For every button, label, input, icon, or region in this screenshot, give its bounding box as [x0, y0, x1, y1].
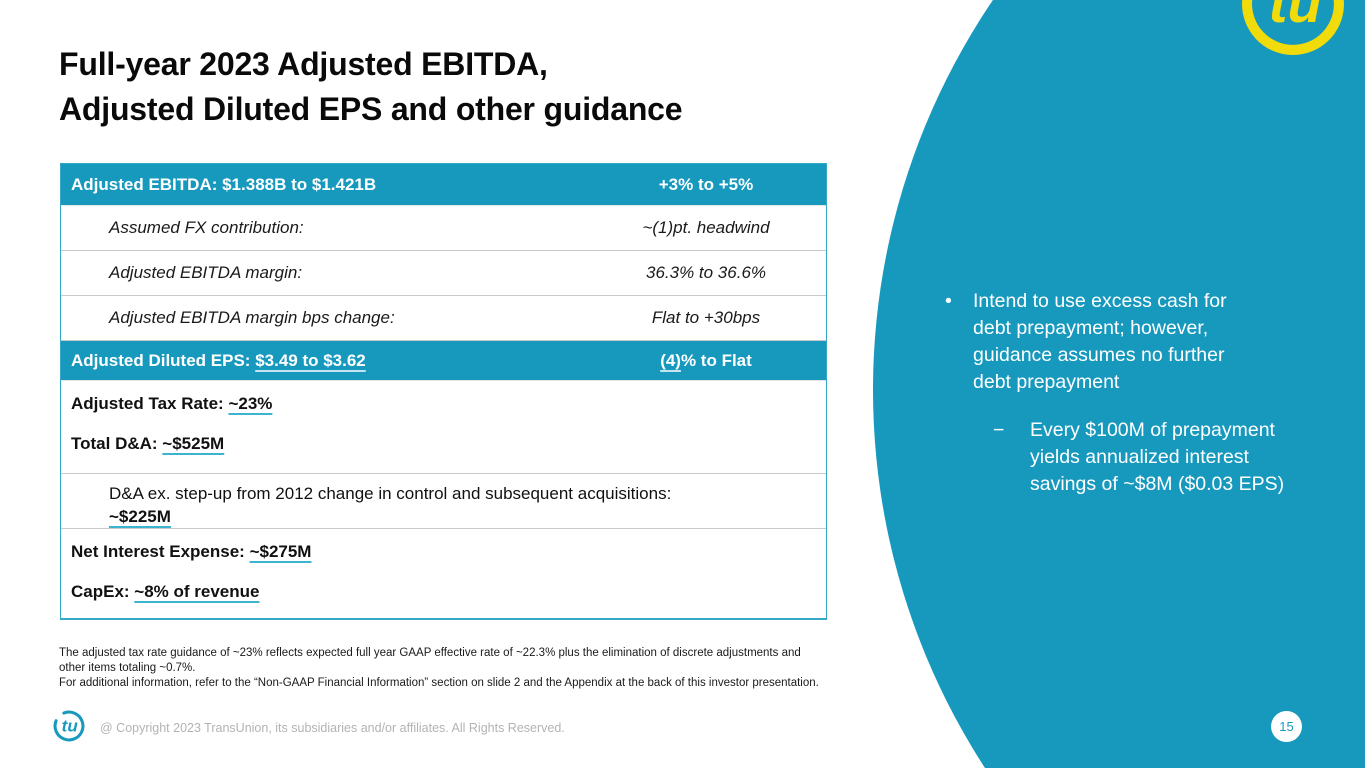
capex-value: ~8% of revenue — [134, 582, 260, 601]
eps-value-rest: % to Flat — [680, 350, 752, 370]
fx-label: Assumed FX contribution: — [109, 218, 304, 237]
tax-dna-cell: Adjusted Tax Rate: ~23% Total D&A: ~$525… — [61, 381, 826, 473]
footer-transunion-logo-icon: tu — [53, 710, 85, 742]
teal-circle-background — [873, 0, 1365, 768]
total-dna-label: Total D&A: — [71, 434, 163, 453]
copyright-text: @ Copyright 2023 TransUnion, its subsidi… — [100, 721, 565, 735]
sub-bullet-text: Every $100M of prepayment yields annuali… — [1030, 419, 1285, 495]
table-row-dna-stepup: D&A ex. step-up from 2012 change in cont… — [61, 474, 826, 529]
eps-header-value: (4) % to Flat — [586, 341, 826, 380]
page-number-badge: 15 — [1271, 711, 1302, 742]
transunion-logo-icon: tu — [1242, 0, 1344, 55]
dna-stepup-value: ~$225M — [109, 507, 171, 526]
eps-header-label: Adjusted Diluted EPS: $3.49 to $3.62 — [61, 341, 586, 380]
bullet-item-prepayment: • Intend to use excess cash for debt pre… — [945, 288, 1297, 396]
interest-capex-cell: Net Interest Expense: ~$275M CapEx: ~8% … — [61, 529, 826, 618]
sub-bullet-marker: − — [993, 419, 1005, 441]
table-row-fx: Assumed FX contribution: ~(1)pt. headwin… — [61, 206, 826, 251]
page-title-line2: Adjusted Diluted EPS and other guidance — [59, 91, 683, 127]
guidance-table: Adjusted EBITDA: $1.388B to $1.421B +3% … — [60, 163, 827, 620]
net-interest-value: ~$275M — [249, 542, 312, 561]
page-number: 15 — [1279, 719, 1294, 734]
margin-label: Adjusted EBITDA margin: — [109, 263, 303, 282]
footnote-line1: The adjusted tax rate guidance of ~23% r… — [59, 647, 801, 659]
bullet-text: Intend to use excess cash for debt prepa… — [973, 290, 1227, 393]
dna-stepup-cell: D&A ex. step-up from 2012 change in cont… — [61, 474, 826, 528]
footnotes: The adjusted tax rate guidance of ~23% r… — [59, 646, 919, 691]
bps-label: Adjusted EBITDA margin bps change: — [109, 308, 395, 327]
capex-label: CapEx: — [71, 582, 135, 601]
dna-stepup-label: D&A ex. step-up from 2012 change in cont… — [109, 484, 672, 503]
table-row-eps-header: Adjusted Diluted EPS: $3.49 to $3.62 (4)… — [61, 341, 826, 381]
eps-label-prefix: Adjusted Diluted EPS: — [71, 350, 256, 370]
page-title-line1: Full-year 2023 Adjusted EBITDA, — [59, 46, 548, 82]
net-interest-label: Net Interest Expense: — [71, 542, 250, 561]
total-dna-line: Total D&A: ~$525M — [71, 434, 826, 454]
eps-label-range: $3.49 to $3.62 — [255, 350, 366, 370]
bullet-marker: • — [945, 290, 952, 312]
tax-rate-label: Adjusted Tax Rate: — [71, 394, 229, 413]
table-row-tax-dna: Adjusted Tax Rate: ~23% Total D&A: ~$525… — [61, 381, 826, 474]
sub-bullet-item-savings: − Every $100M of prepayment yields annua… — [993, 417, 1297, 498]
total-dna-value: ~$525M — [162, 434, 225, 453]
bps-value: Flat to +30bps — [651, 308, 761, 327]
page-title: Full-year 2023 Adjusted EBITDA, Adjusted… — [59, 42, 683, 132]
footnote-line2: other items totaling ~0.7%. — [59, 662, 196, 674]
table-row-bps: Adjusted EBITDA margin bps change: Flat … — [61, 296, 826, 341]
margin-value: 36.3% to 36.6% — [645, 263, 767, 282]
fx-value: ~(1)pt. headwind — [642, 218, 770, 237]
eps-value-pct: (4) — [660, 350, 681, 370]
logo-text: tu — [1269, 0, 1322, 34]
tax-rate-line: Adjusted Tax Rate: ~23% — [71, 394, 826, 414]
footnote-line3: For additional information, refer to the… — [59, 677, 819, 689]
tax-rate-value: ~23% — [228, 394, 273, 413]
table-row-margin: Adjusted EBITDA margin: 36.3% to 36.6% — [61, 251, 826, 296]
ebitda-header-value: +3% to +5% — [658, 174, 754, 194]
table-row-interest-capex: Net Interest Expense: ~$275M CapEx: ~8% … — [61, 529, 826, 618]
ebitda-header-label: Adjusted EBITDA: $1.388B to $1.421B — [71, 174, 377, 194]
footer-logo-text: tu — [62, 716, 79, 735]
capex-line: CapEx: ~8% of revenue — [71, 582, 826, 602]
table-row-ebitda-header: Adjusted EBITDA: $1.388B to $1.421B +3% … — [61, 164, 826, 206]
net-interest-line: Net Interest Expense: ~$275M — [71, 542, 826, 562]
callout-bullet-list: • Intend to use excess cash for debt pre… — [945, 288, 1297, 498]
